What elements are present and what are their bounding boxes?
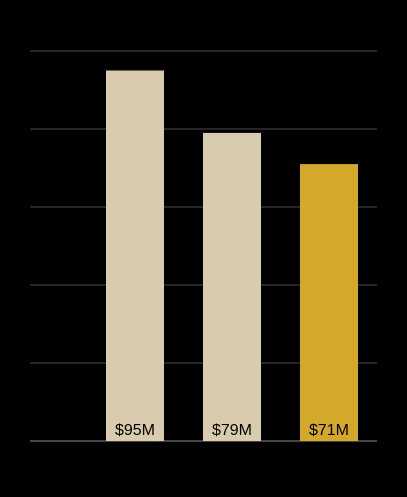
- bar: [300, 164, 358, 441]
- value-label: $71M: [309, 422, 349, 439]
- bar: [203, 132, 261, 441]
- value-label: $79M: [212, 422, 252, 439]
- value-label: $95M: [115, 422, 155, 439]
- bar: [106, 70, 164, 441]
